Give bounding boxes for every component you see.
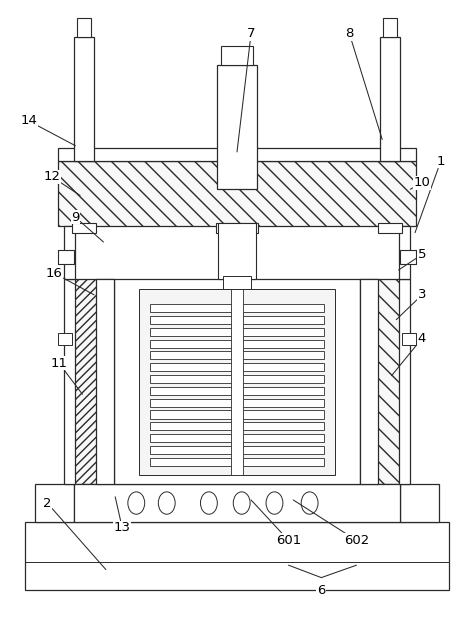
- Text: 8: 8: [345, 28, 382, 139]
- Text: 2: 2: [43, 497, 106, 569]
- Bar: [58, 147, 416, 161]
- Bar: [400, 250, 416, 264]
- Bar: [150, 446, 324, 454]
- Text: 601: 601: [251, 500, 301, 547]
- Bar: [150, 399, 324, 407]
- Bar: [383, 18, 397, 37]
- Bar: [223, 277, 251, 288]
- Bar: [58, 334, 72, 345]
- Bar: [58, 250, 74, 264]
- Text: 9: 9: [71, 211, 103, 242]
- Text: 12: 12: [44, 171, 80, 196]
- Bar: [360, 279, 400, 485]
- Bar: [150, 340, 324, 348]
- Text: 4: 4: [392, 332, 426, 376]
- Text: 13: 13: [114, 497, 131, 534]
- Text: 11: 11: [51, 357, 82, 394]
- Bar: [220, 46, 254, 65]
- Bar: [74, 279, 114, 485]
- Bar: [150, 387, 324, 395]
- Text: 7: 7: [237, 28, 255, 152]
- Bar: [77, 18, 91, 37]
- Bar: [231, 288, 243, 475]
- Bar: [150, 375, 324, 383]
- Bar: [64, 279, 75, 485]
- Text: 602: 602: [293, 500, 369, 547]
- Bar: [216, 223, 258, 233]
- Bar: [58, 161, 416, 226]
- Bar: [74, 485, 400, 522]
- Bar: [150, 328, 324, 336]
- Bar: [400, 485, 439, 522]
- Text: 3: 3: [396, 288, 426, 320]
- Bar: [380, 37, 400, 161]
- Text: 14: 14: [20, 114, 75, 145]
- Bar: [378, 223, 402, 233]
- Text: 16: 16: [46, 266, 94, 295]
- Bar: [138, 288, 336, 475]
- Bar: [150, 422, 324, 430]
- Bar: [150, 351, 324, 359]
- Bar: [150, 304, 324, 312]
- Bar: [74, 37, 94, 161]
- Bar: [150, 458, 324, 466]
- Bar: [399, 226, 410, 279]
- Bar: [25, 522, 449, 590]
- Bar: [399, 279, 410, 485]
- Text: 6: 6: [317, 584, 326, 596]
- Bar: [150, 434, 324, 442]
- Bar: [150, 316, 324, 324]
- Bar: [218, 223, 256, 279]
- Bar: [72, 223, 96, 233]
- Bar: [402, 334, 416, 345]
- Text: 10: 10: [410, 176, 430, 189]
- Text: 5: 5: [399, 248, 426, 270]
- Bar: [35, 485, 74, 522]
- Bar: [96, 279, 114, 485]
- Bar: [150, 411, 324, 419]
- Text: 1: 1: [415, 155, 445, 233]
- Bar: [217, 65, 257, 189]
- Bar: [114, 279, 360, 485]
- Bar: [360, 279, 378, 485]
- Bar: [150, 363, 324, 371]
- Bar: [64, 226, 75, 279]
